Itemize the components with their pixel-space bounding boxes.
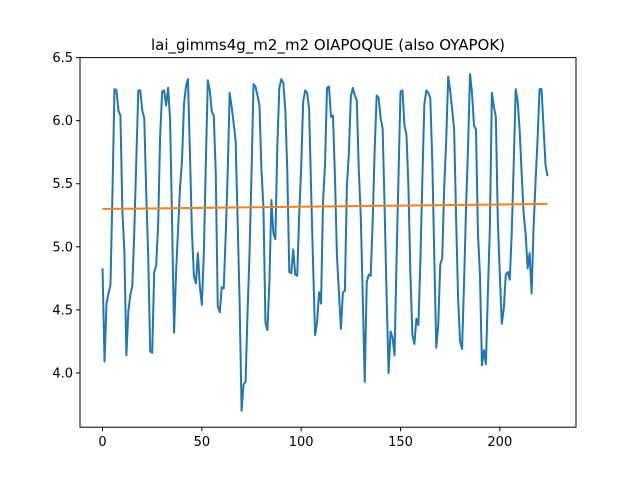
plot-frame: [79, 57, 577, 428]
trend-line: [102, 202, 548, 210]
plot-layer: [101, 73, 549, 412]
x-tick-label: 100: [289, 435, 314, 450]
x-tick-label: 150: [388, 435, 413, 450]
y-tick-label: 5.5: [52, 177, 73, 192]
y-axis: 4.0 4.5 5.0 5.5 6.0 6.5: [52, 51, 80, 381]
y-tick-label: 6.5: [52, 51, 73, 66]
y-tick-label: 5.0: [52, 240, 73, 255]
x-tick-label: 50: [194, 435, 211, 450]
y-tick-label: 4.5: [52, 303, 73, 318]
x-tick-label: 0: [98, 435, 106, 450]
series-line-lai: [101, 73, 549, 412]
x-tick-label: 200: [487, 435, 512, 450]
chart-title: lai_gimms4g_m2_m2 OIAPOQUE (also OYAPOK): [151, 36, 505, 55]
y-tick-label: 6.0: [52, 114, 73, 129]
y-tick-label: 4.0: [52, 366, 73, 381]
x-axis: 0 50 100 150 200: [98, 427, 512, 450]
